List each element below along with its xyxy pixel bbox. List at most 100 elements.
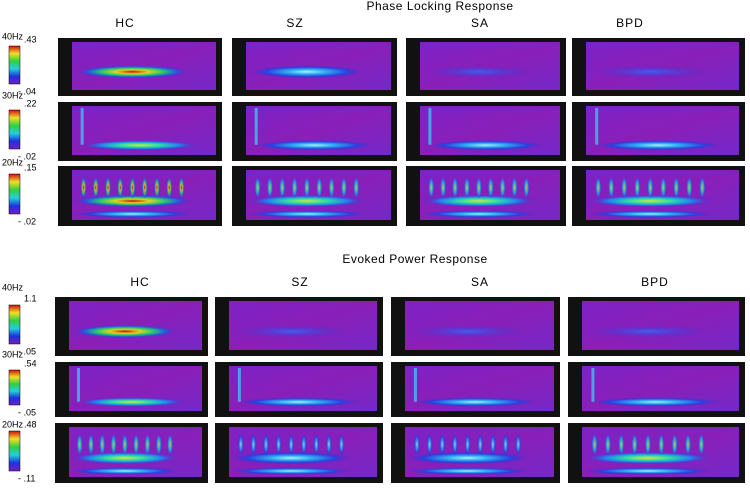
colorbar — [8, 109, 21, 150]
heatmap-panel — [215, 362, 383, 417]
comb-peak — [426, 433, 433, 456]
comb-peak — [288, 433, 295, 456]
comb-peak — [428, 176, 435, 199]
response-band — [407, 452, 528, 464]
response-band — [239, 397, 358, 407]
colorbar-max: .48 — [24, 419, 37, 429]
response-band — [589, 210, 712, 218]
section-title: Phase Locking Response — [366, 0, 513, 13]
comb-peak — [595, 176, 602, 199]
comb-peak — [300, 433, 307, 456]
row-label: 30Hz — [2, 349, 24, 359]
response-band — [410, 325, 525, 338]
heatmap-panel — [232, 38, 397, 96]
heatmap-panel — [391, 362, 560, 417]
comb-peak — [110, 433, 117, 456]
heatmap-panel — [406, 102, 566, 161]
comb-peak — [80, 176, 87, 199]
heatmap-panel — [58, 38, 222, 96]
column-header: HC — [115, 16, 134, 30]
column-header: SA — [471, 16, 489, 30]
column-header: HC — [130, 275, 149, 289]
comb-peak — [291, 176, 298, 199]
response-band — [585, 467, 711, 475]
comb-peak — [166, 176, 173, 199]
onset-line — [591, 368, 595, 402]
colorbar-min: - .05 — [18, 407, 36, 417]
comb-peak — [92, 176, 99, 199]
column-header: BPD — [616, 16, 644, 30]
heatmap-panel — [391, 297, 560, 356]
onset-line — [413, 368, 417, 402]
onset-line — [428, 108, 432, 145]
comb-peak — [684, 433, 691, 456]
comb-peak — [155, 433, 162, 456]
response-band — [231, 467, 351, 475]
comb-peak — [254, 176, 261, 199]
comb-peak — [489, 433, 496, 456]
row-label: 20Hz — [2, 157, 24, 167]
comb-peak — [591, 433, 598, 456]
comb-peak — [477, 433, 484, 456]
comb-peak — [440, 176, 447, 199]
comb-peak — [452, 176, 458, 199]
onset-line — [237, 368, 241, 402]
heatmap-panel — [55, 423, 208, 483]
colorbar — [8, 430, 21, 472]
comb-peak — [167, 433, 174, 456]
row-label: 20Hz — [2, 419, 24, 429]
comb-peak — [439, 433, 446, 456]
comb-peak — [266, 176, 273, 199]
heatmap-panel — [568, 297, 745, 356]
comb-peak — [144, 433, 151, 456]
response-band — [71, 467, 179, 475]
response-band — [422, 195, 535, 207]
heatmap-panel — [55, 297, 208, 356]
heatmap-panel — [58, 166, 222, 226]
comb-peak — [303, 176, 310, 199]
comb-peak — [621, 176, 628, 199]
comb-peak — [325, 433, 332, 456]
comb-peak — [313, 433, 320, 456]
onset-line — [595, 108, 599, 145]
comb-peak — [141, 176, 148, 199]
heatmap-panel — [572, 38, 745, 96]
comb-peak — [133, 433, 140, 456]
response-band — [248, 195, 365, 207]
heatmap-panel — [391, 423, 560, 483]
comb-peak — [105, 176, 111, 199]
comb-peak — [99, 433, 106, 456]
column-header: SA — [471, 275, 489, 289]
row-label: 40Hz — [2, 282, 24, 292]
heatmap-panel — [568, 362, 745, 417]
response-band — [415, 397, 535, 407]
onset-line — [254, 108, 258, 145]
comb-peak — [511, 176, 518, 199]
heatmap-panel — [572, 166, 745, 226]
response-band — [425, 65, 532, 78]
comb-peak — [340, 176, 347, 199]
response-band — [422, 210, 535, 218]
comb-peak — [87, 433, 94, 456]
response-band — [256, 140, 373, 151]
colorbar-max: .15 — [24, 162, 37, 172]
comb-peak — [698, 433, 705, 456]
response-band — [78, 397, 185, 407]
response-band — [71, 452, 179, 464]
comb-peak — [604, 433, 611, 456]
comb-peak — [328, 176, 335, 199]
comb-peak — [316, 176, 323, 199]
comb-peak — [178, 176, 185, 199]
comb-peak — [658, 433, 665, 456]
heatmap-panel — [58, 102, 222, 161]
colorbar-max: 1.1 — [24, 293, 37, 303]
heatmap-panel — [572, 102, 745, 161]
response-band — [251, 65, 362, 78]
colorbar — [8, 304, 21, 345]
response-band — [589, 195, 712, 207]
comb-peak — [487, 176, 494, 199]
colorbar-min: - .04 — [18, 86, 36, 96]
comb-peak — [338, 433, 345, 456]
row-label: 30Hz — [2, 90, 24, 100]
response-band — [74, 195, 191, 207]
